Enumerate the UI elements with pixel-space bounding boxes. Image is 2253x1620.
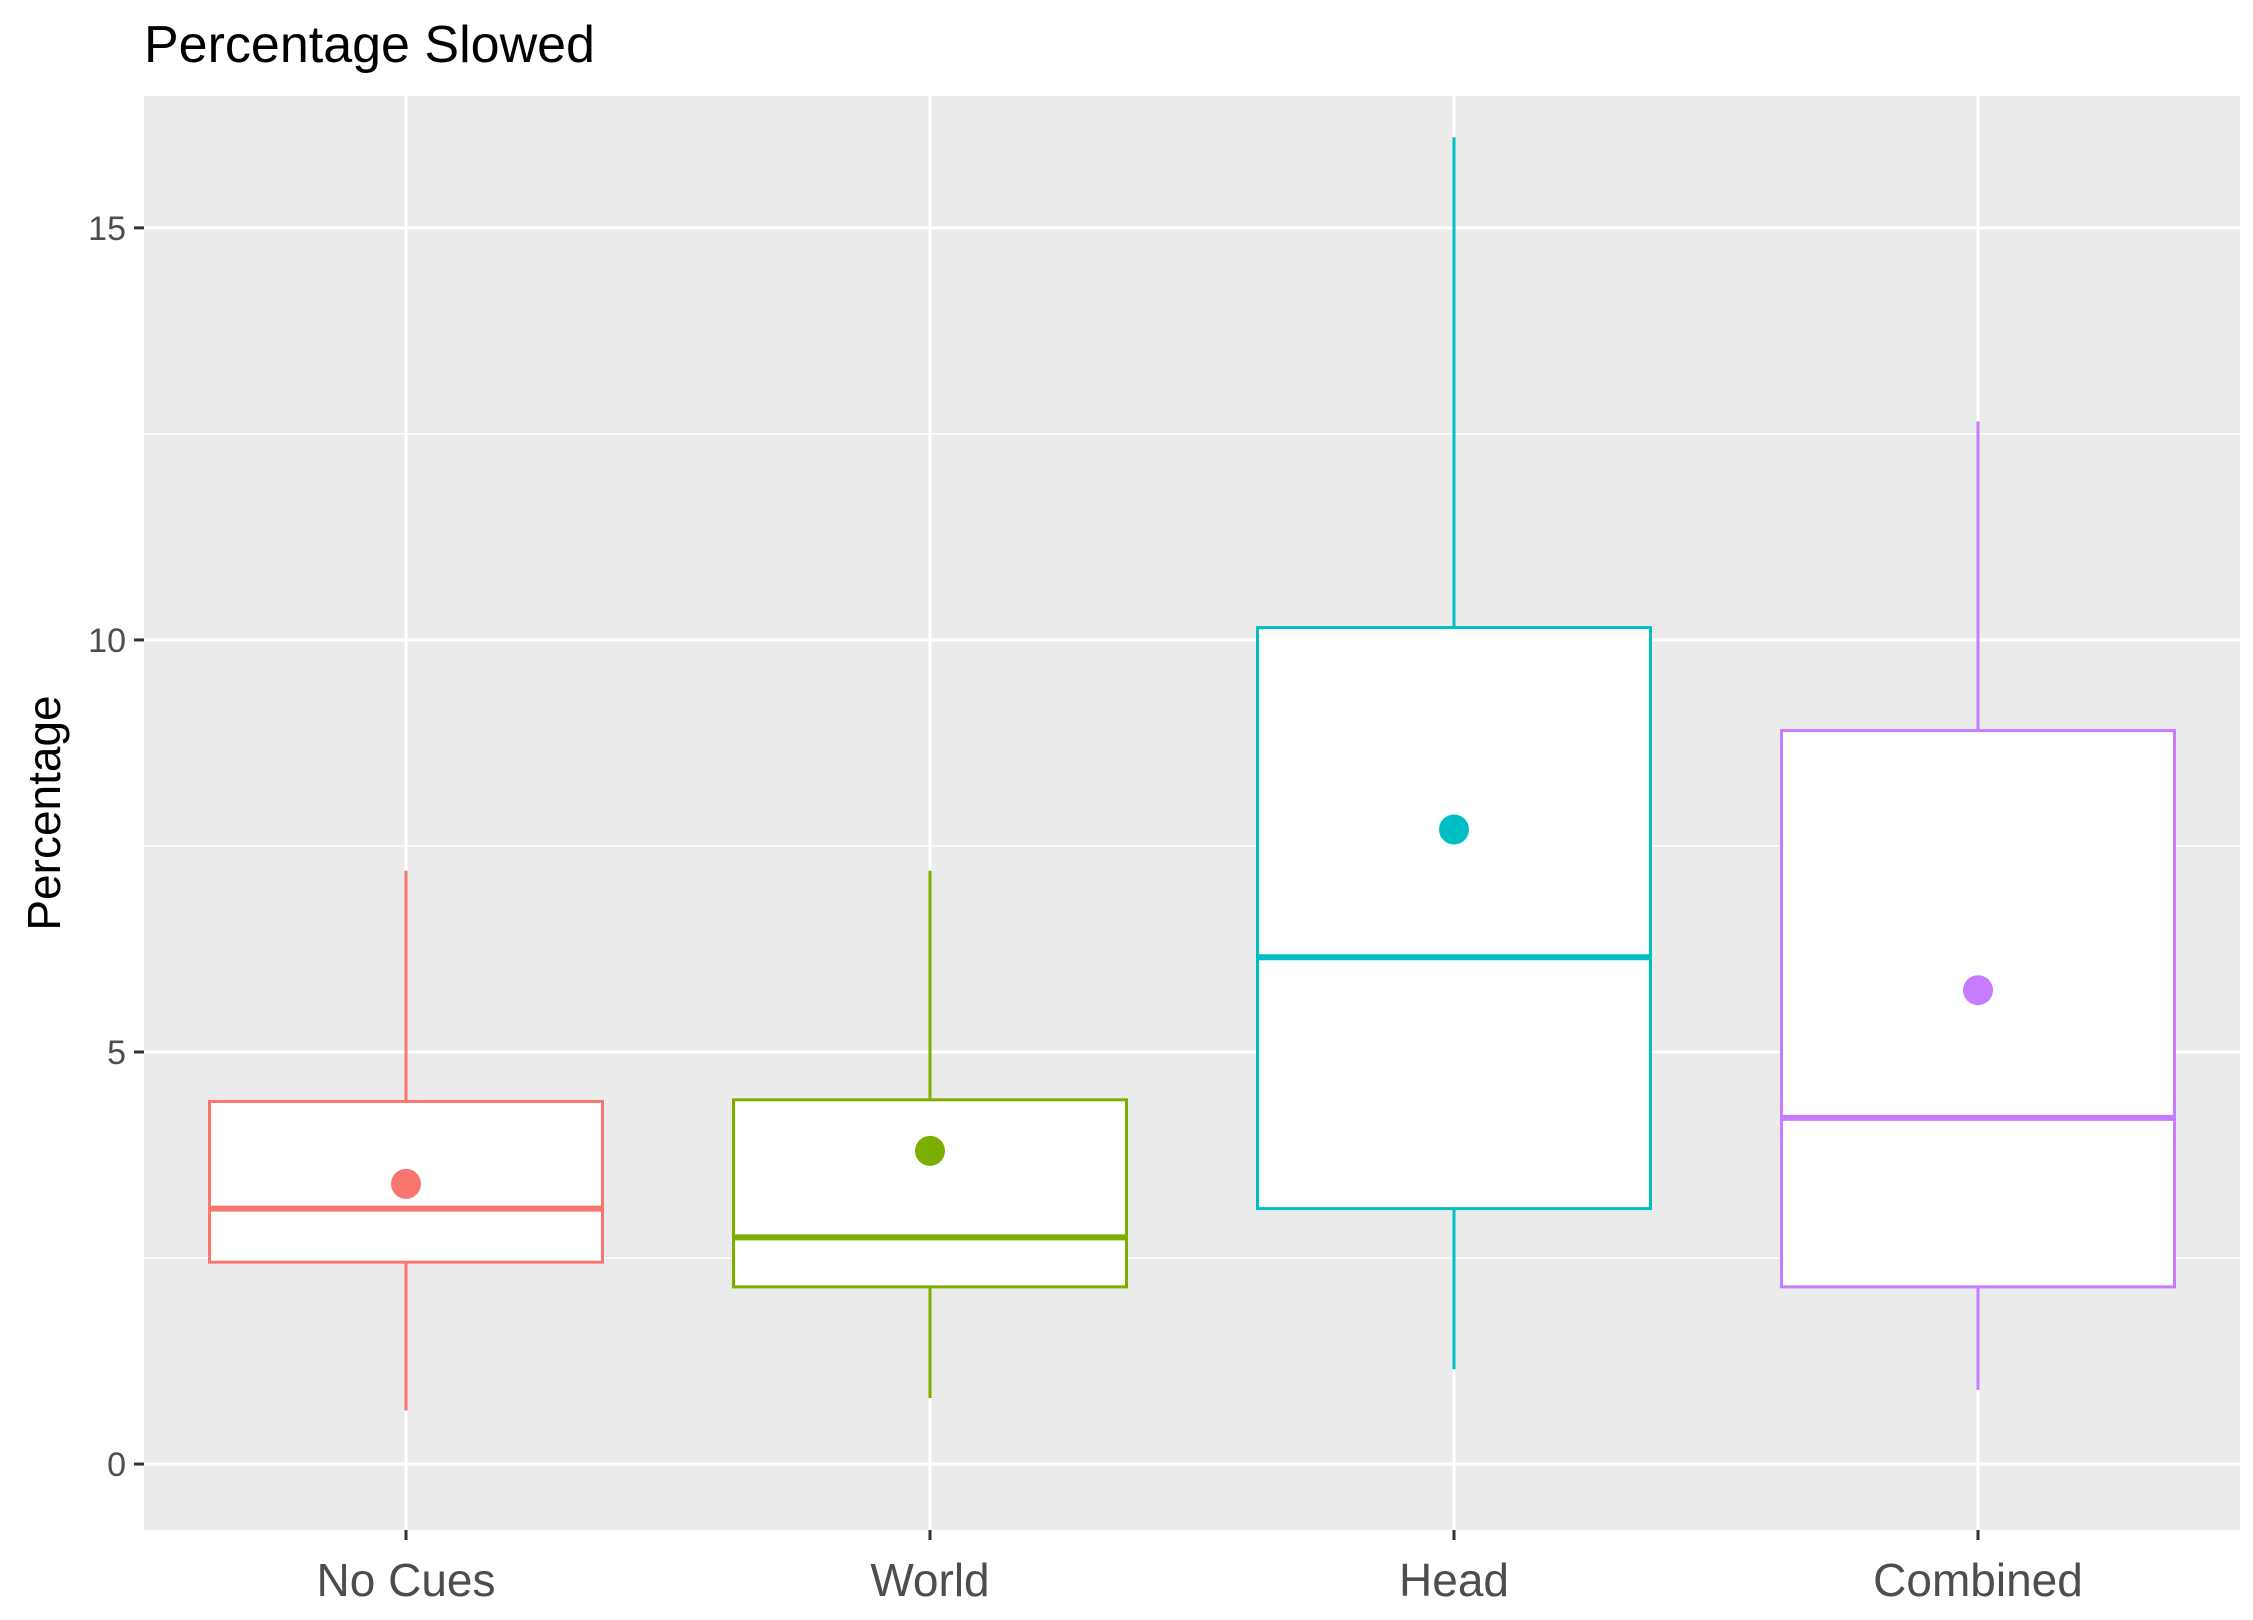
mean-point [1963,975,1993,1006]
y-tick-label: 15 [88,210,126,248]
x-tick-label: World [870,1554,989,1606]
box-iqr [1256,626,1652,1211]
y-tick-label: 5 [107,1034,126,1072]
mean-point [1439,814,1469,845]
axes: 0 5 10 15 No Cues World Head Combined [88,210,2083,1606]
box-head [1256,137,1652,1370]
mean-point [391,1168,421,1199]
y-axis-label: Percentage [18,695,70,930]
boxes [208,137,2176,1411]
box-combined [1780,421,2176,1390]
box-iqr [1780,729,2176,1289]
x-tick-label: Combined [1873,1554,2083,1606]
x-tick-label: Head [1399,1554,1509,1606]
mean-point [915,1135,945,1166]
box-iqr [732,1098,1128,1289]
chart-title: Percentage Slowed [144,16,595,74]
box-world [732,870,1128,1399]
x-tick-label: No Cues [317,1554,496,1606]
y-tick-label: 10 [88,622,126,660]
y-tick-label: 0 [107,1446,126,1484]
box-no-cues [208,870,604,1411]
